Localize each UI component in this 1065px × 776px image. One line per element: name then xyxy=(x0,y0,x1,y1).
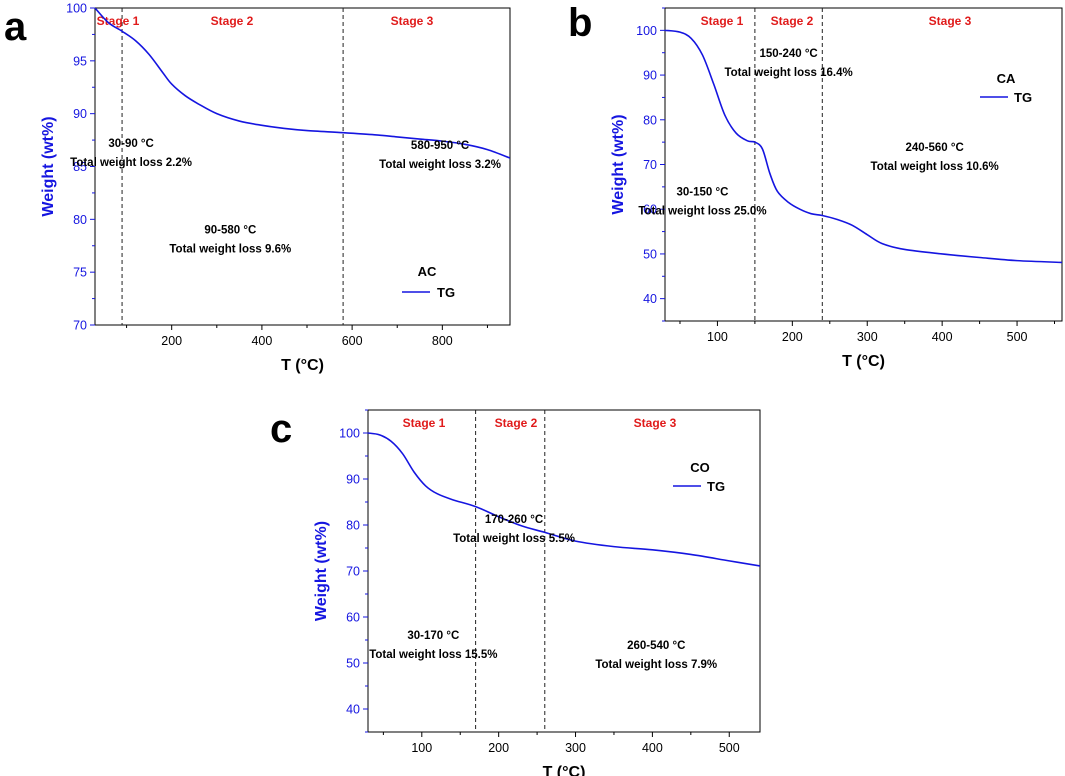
stage-label: Stage 1 xyxy=(403,416,446,430)
stage-label: Stage 3 xyxy=(634,416,677,430)
plot-frame xyxy=(664,7,1063,322)
annotation-loss: Total weight loss 15.5% xyxy=(369,649,497,661)
y-tick-label: 100 xyxy=(339,427,360,441)
legend-title: CA xyxy=(997,71,1016,86)
stage-label: Stage 3 xyxy=(391,14,434,28)
annotation-range: 150-240 °C xyxy=(759,48,817,60)
y-tick-label: 80 xyxy=(73,213,87,227)
annotation-loss: Total weight loss 25.0% xyxy=(638,206,766,218)
stage-label: Stage 1 xyxy=(97,14,140,28)
x-tick-label: 200 xyxy=(782,330,803,344)
annotation-loss: Total weight loss 7.9% xyxy=(595,659,717,671)
x-tick-label: 600 xyxy=(342,334,363,348)
annotation-loss: Total weight loss 10.6% xyxy=(871,161,999,173)
annotation-range: 90-580 °C xyxy=(204,225,256,237)
y-tick-label: 75 xyxy=(73,266,87,280)
stage-label: Stage 3 xyxy=(929,14,972,28)
chart-panel-a: a 200 400 600 800 70 75 80 85 90 95 100 T (°C) Weight… xyxy=(4,2,511,374)
legend-title: CO xyxy=(690,460,710,475)
x-tick-label: 100 xyxy=(411,741,432,755)
y-axis-title: Weight (wt%) xyxy=(40,116,57,216)
annotation-range: 170-260 °C xyxy=(485,514,543,526)
stage-label: Stage 2 xyxy=(495,416,538,430)
x-tick-label: 200 xyxy=(161,334,182,348)
x-tick-label: 100 xyxy=(707,330,728,344)
stage-label: Stage 1 xyxy=(701,14,744,28)
legend-title: AC xyxy=(418,264,437,279)
y-tick-label: 95 xyxy=(73,54,87,68)
annotation-range: 240-560 °C xyxy=(906,142,964,154)
annotation-range: 30-170 °C xyxy=(407,630,459,642)
plot-frame xyxy=(367,409,761,733)
x-tick-label: 800 xyxy=(432,334,453,348)
y-tick-label: 90 xyxy=(346,473,360,487)
tg-series-line xyxy=(665,29,1062,264)
y-tick-label: 50 xyxy=(346,657,360,671)
stage-label: Stage 2 xyxy=(771,14,814,28)
annotation-range: 580-950 °C xyxy=(411,140,469,152)
panel-letter: b xyxy=(568,1,592,45)
x-axis-title: T (°C) xyxy=(543,764,586,776)
y-tick-label: 50 xyxy=(643,247,657,261)
panel-letter: c xyxy=(270,407,292,451)
x-tick-label: 500 xyxy=(1007,330,1028,344)
y-tick-label: 70 xyxy=(346,565,360,579)
y-tick-label: 40 xyxy=(346,703,360,717)
legend-entry: TG xyxy=(437,285,455,300)
y-tick-label: 100 xyxy=(66,2,87,16)
annotation-loss: Total weight loss 3.2% xyxy=(379,159,501,171)
y-tick-label: 90 xyxy=(73,107,87,121)
annotation-range: 30-90 °C xyxy=(108,138,154,150)
tg-series-line xyxy=(95,8,510,159)
annotation-loss: Total weight loss 2.2% xyxy=(70,157,192,169)
x-tick-label: 300 xyxy=(857,330,878,344)
panel-letter: a xyxy=(4,5,27,49)
legend-entry: TG xyxy=(707,479,725,494)
y-axis-title: Weight (wt%) xyxy=(313,521,330,621)
y-tick-label: 70 xyxy=(643,158,657,172)
y-tick-label: 80 xyxy=(643,113,657,127)
x-axis-title: T (°C) xyxy=(281,357,324,374)
y-tick-label: 100 xyxy=(636,24,657,38)
stage-label: Stage 2 xyxy=(211,14,254,28)
chart-panel-c: c 100 200 300 400 500 40 50 60 70 80 90 100 T (°C) Wei… xyxy=(270,407,761,776)
x-tick-label: 500 xyxy=(719,741,740,755)
x-tick-label: 400 xyxy=(642,741,663,755)
y-tick-label: 60 xyxy=(346,611,360,625)
legend-entry: TG xyxy=(1014,90,1032,105)
y-tick-label: 90 xyxy=(643,69,657,83)
y-tick-label: 60 xyxy=(643,203,657,217)
x-tick-label: 400 xyxy=(251,334,272,348)
y-axis-title: Weight (wt%) xyxy=(610,114,627,214)
annotation-range: 30-150 °C xyxy=(676,187,728,199)
annotation-range: 260-540 °C xyxy=(627,640,685,652)
annotation-loss: Total weight loss 5.5% xyxy=(453,533,575,545)
y-tick-label: 40 xyxy=(643,292,657,306)
x-axis-title: T (°C) xyxy=(842,353,885,370)
tg-series-line xyxy=(368,432,760,567)
chart-panel-b: b 100 200 300 400 500 40 50 60 70 80 90 100 T (°C) Wei… xyxy=(568,1,1063,370)
x-tick-label: 200 xyxy=(488,741,509,755)
annotation-loss: Total weight loss 9.6% xyxy=(169,244,291,256)
x-tick-label: 400 xyxy=(932,330,953,344)
y-tick-label: 80 xyxy=(346,519,360,533)
x-tick-label: 300 xyxy=(565,741,586,755)
annotation-loss: Total weight loss 16.4% xyxy=(724,67,852,79)
y-tick-label: 85 xyxy=(73,160,87,174)
y-tick-label: 70 xyxy=(73,319,87,333)
